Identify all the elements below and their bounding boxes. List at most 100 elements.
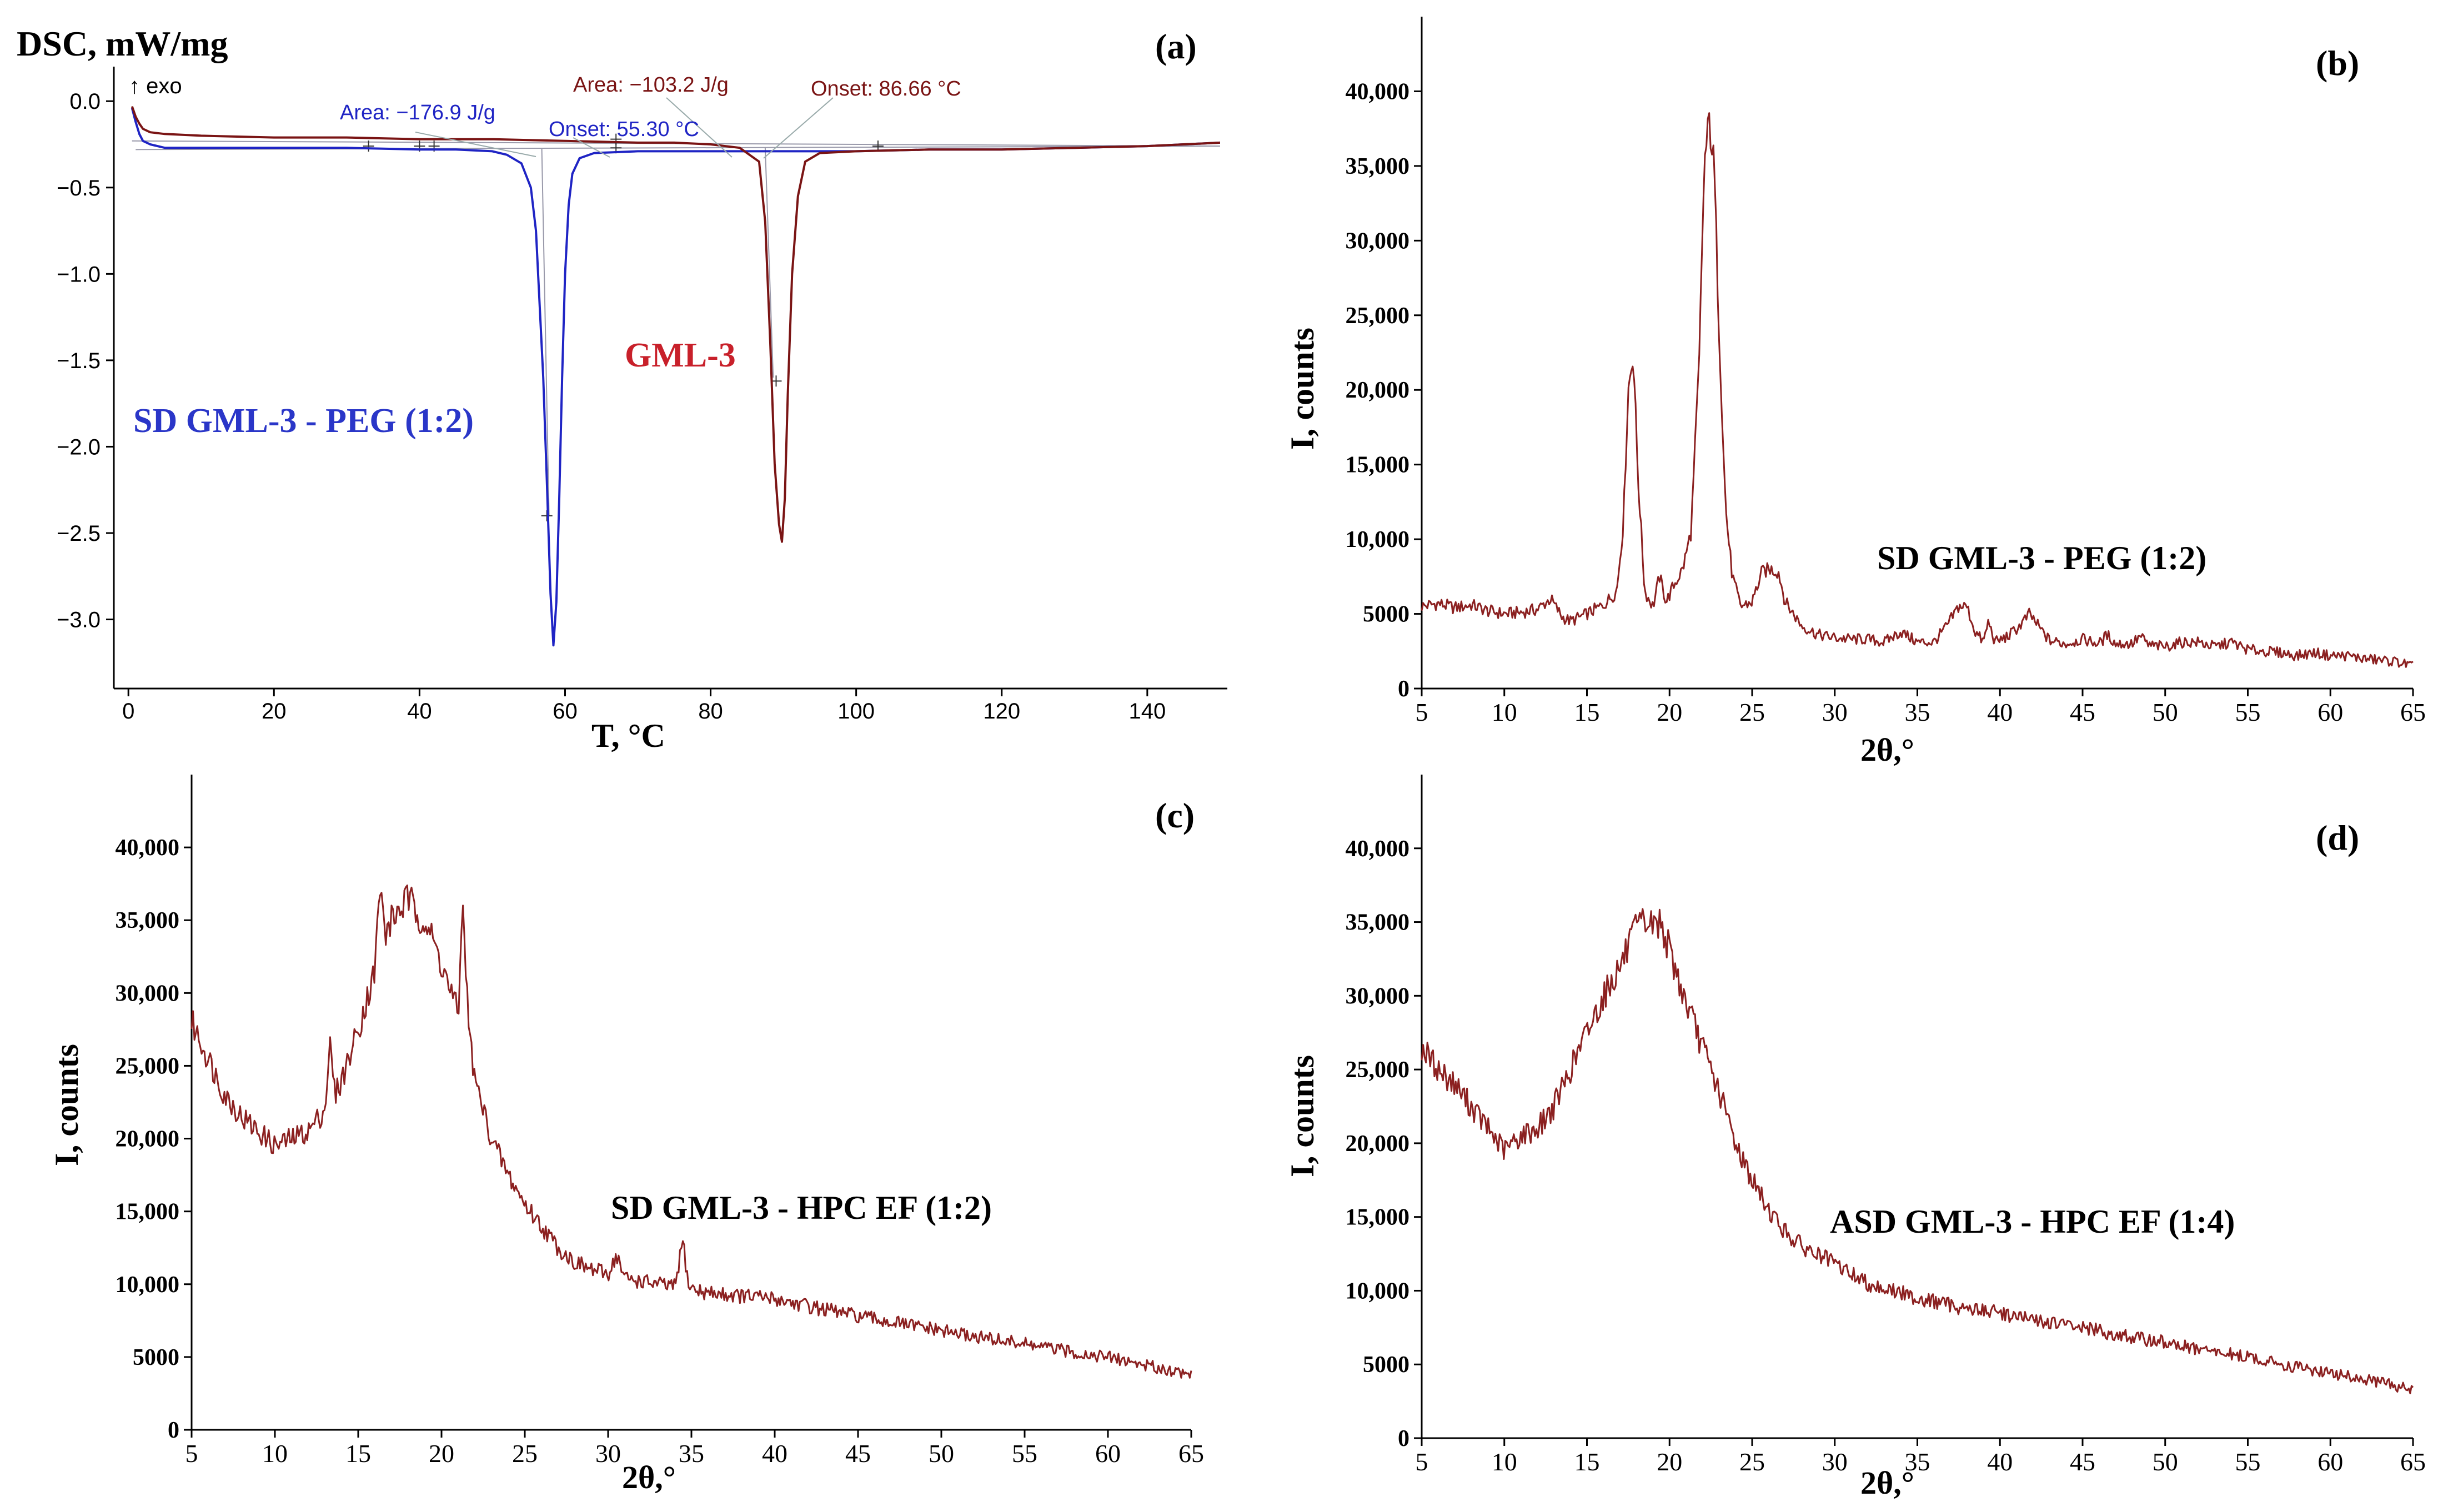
xrd-x-tick-label: 60 (2317, 1448, 2343, 1476)
dsc-x-label: T, °C (591, 717, 665, 754)
xrd-x-tick-label: 45 (845, 1439, 871, 1468)
xrd-pattern-d (1421, 908, 2414, 1394)
xrd-x-tick-label: 25 (1739, 1448, 1765, 1476)
dsc-y-tick-label: −1.0 (57, 262, 101, 287)
blue-onset-leader (573, 137, 610, 158)
xrd-y-tick-label: 0 (168, 1418, 179, 1443)
xrd-pattern-c (190, 885, 1192, 1379)
xrd-x-tick-label: 5 (185, 1439, 198, 1468)
panel-b-y-label: I, counts (1284, 328, 1321, 450)
xrd-y-tick-label: 15,000 (116, 1199, 180, 1225)
dsc-y-tick-label: −0.5 (57, 176, 101, 200)
xrd-y-tick-label: 25,000 (116, 1053, 180, 1079)
panel-b-sample-label: SD GML-3 - PEG (1:2) (1877, 540, 2206, 576)
panel-d-x-label: 2θ,° (1860, 1465, 1914, 1501)
xrd-x-tick-label: 10 (262, 1439, 288, 1468)
dsc-y-tick-label: −1.5 (57, 349, 101, 373)
peg-onset-tangent (541, 148, 550, 516)
xrd-x-tick-label: 65 (1178, 1439, 1204, 1468)
xrd-y-tick-label: 15,000 (1346, 1205, 1410, 1230)
xrd-x-tick-label: 45 (2070, 1448, 2095, 1476)
xrd-x-tick-label: 30 (1822, 1448, 1848, 1476)
panel-b-x-label: 2θ,° (1860, 732, 1914, 768)
xrd-y-tick-label: 0 (1398, 676, 1409, 702)
xrd-x-tick-label: 15 (345, 1439, 371, 1468)
xrd-y-tick-label: 25,000 (1346, 1057, 1410, 1083)
dsc-y-tick-label: 0.0 (69, 89, 101, 114)
xrd-y-tick-label: 20,000 (1346, 1131, 1410, 1157)
peg-series-label: SD GML-3 - PEG (1:2) (133, 402, 474, 440)
xrd-x-tick-label: 25 (1739, 698, 1765, 726)
xrd-x-tick-label: 10 (1492, 1448, 1517, 1476)
panel-b-letter: (b) (2316, 43, 2359, 83)
xrd-y-tick-label: 10,000 (1346, 527, 1410, 552)
xrd-x-tick-label: 35 (1905, 1448, 1930, 1476)
xrd-x-tick-label: 40 (1987, 1448, 2013, 1476)
dsc-y-label: DSC, mW/mg (17, 24, 228, 63)
xrd-y-tick-label: 35,000 (1346, 910, 1410, 936)
panel-c-y-label: I, counts (48, 1044, 85, 1166)
xrd-plot-b: 0 5000 10,000 15,000 20,000 25,000 30,000 35,00… (1346, 17, 2426, 726)
xrd-x-tick-label: 5 (1416, 1448, 1428, 1476)
xrd-x-tick-label: 35 (679, 1439, 704, 1468)
xrd-x-tick-label: 15 (1574, 1448, 1600, 1476)
dsc-x-tick-label: 100 (837, 699, 875, 724)
xrd-y-tick-label: 5000 (1363, 602, 1409, 627)
xrd-y-tick-label: 40,000 (1346, 79, 1410, 104)
xrd-y-tick-label: 10,000 (1346, 1278, 1410, 1304)
xrd-y-tick-label: 25,000 (1346, 303, 1410, 329)
xrd-y-tick-label: 20,000 (116, 1127, 180, 1152)
gml3-series-label: GML-3 (625, 336, 736, 374)
xrd-plot-c: 0 5000 10,000 15,000 20,000 25,000 30,000 35,00… (116, 775, 1204, 1468)
blue-area-annotation: Area: −176.9 J/g (340, 101, 495, 124)
xrd-x-tick-label: 10 (1492, 698, 1517, 726)
dsc-panel: DSC, mW/mg (a) ↑ exo 0.0 −0.5 −1.0 −1.5 −2.0… (17, 24, 1227, 754)
xrd-x-tick-label: 35 (1905, 698, 1930, 726)
xrd-y-tick-label: 20,000 (1346, 378, 1410, 403)
dsc-x-tick-label: 60 (553, 699, 578, 724)
dsc-x-tick-label: 120 (983, 699, 1020, 724)
xrd-x-tick-label: 5 (1416, 698, 1428, 726)
xrd-x-tick-label: 65 (2400, 698, 2426, 726)
xrd-x-tick-label: 55 (1012, 1439, 1037, 1468)
xrd-x-tick-label: 40 (1987, 698, 2013, 726)
dsc-x-tick-label: 40 (407, 699, 432, 724)
panel-d-sample-label: ASD GML-3 - HPC EF (1:4) (1830, 1203, 2235, 1240)
xrd-x-tick-label: 25 (512, 1439, 538, 1468)
xrd-y-tick-label: 40,000 (1346, 836, 1410, 862)
panel-d-y-label: I, counts (1284, 1055, 1321, 1177)
xrd-x-tick-label: 50 (2153, 1448, 2178, 1476)
blue-onset-annotation: Onset: 55.30 °C (549, 118, 699, 141)
xrd-y-tick-label: 5000 (133, 1345, 179, 1370)
gml3-onset-tangent (764, 148, 774, 378)
xrd-x-tick-label: 30 (595, 1439, 621, 1468)
xrd-pattern-b (1421, 112, 2414, 668)
xrd-x-tick-label: 40 (762, 1439, 787, 1468)
xrd-x-tick-label: 20 (1657, 1448, 1682, 1476)
dsc-baseline (136, 145, 1220, 150)
xrd-x-tick-label: 60 (1095, 1439, 1121, 1468)
xrd-y-tick-label: 10,000 (116, 1272, 180, 1298)
dsc-x-tick-label: 0 (122, 699, 134, 724)
xrd-x-tick-label: 50 (929, 1439, 954, 1468)
panel-c-x-label: 2θ,° (622, 1459, 676, 1495)
xrd-panel-d: (d) ASD GML-3 - HPC EF (1:4) 2θ,° I, cou… (1284, 818, 2359, 1501)
xrd-y-tick-label: 30,000 (1346, 983, 1410, 1009)
panel-d-letter: (d) (2316, 818, 2359, 857)
exo-indicator: ↑ exo (129, 74, 182, 98)
red-onset-annotation: Onset: 86.66 °C (811, 77, 961, 101)
xrd-x-tick-label: 30 (1822, 698, 1848, 726)
red-area-annotation: Area: −103.2 J/g (573, 73, 729, 97)
dsc-peg-curve (131, 108, 1220, 647)
xrd-x-tick-label: 15 (1574, 698, 1600, 726)
xrd-x-tick-label: 45 (2070, 698, 2095, 726)
xrd-x-tick-label: 65 (2400, 1448, 2426, 1476)
blue-area-leader (415, 132, 536, 157)
xrd-x-tick-label: 50 (2153, 698, 2178, 726)
xrd-y-tick-label: 5000 (1363, 1352, 1409, 1378)
dsc-y-tick-label: −2.5 (57, 521, 101, 546)
xrd-y-tick-label: 0 (1398, 1426, 1409, 1451)
dsc-y-tick-label: −3.0 (57, 608, 101, 632)
xrd-plot-d: 0 5000 10,000 15,000 20,000 25,000 30,000 35,00… (1346, 775, 2426, 1476)
